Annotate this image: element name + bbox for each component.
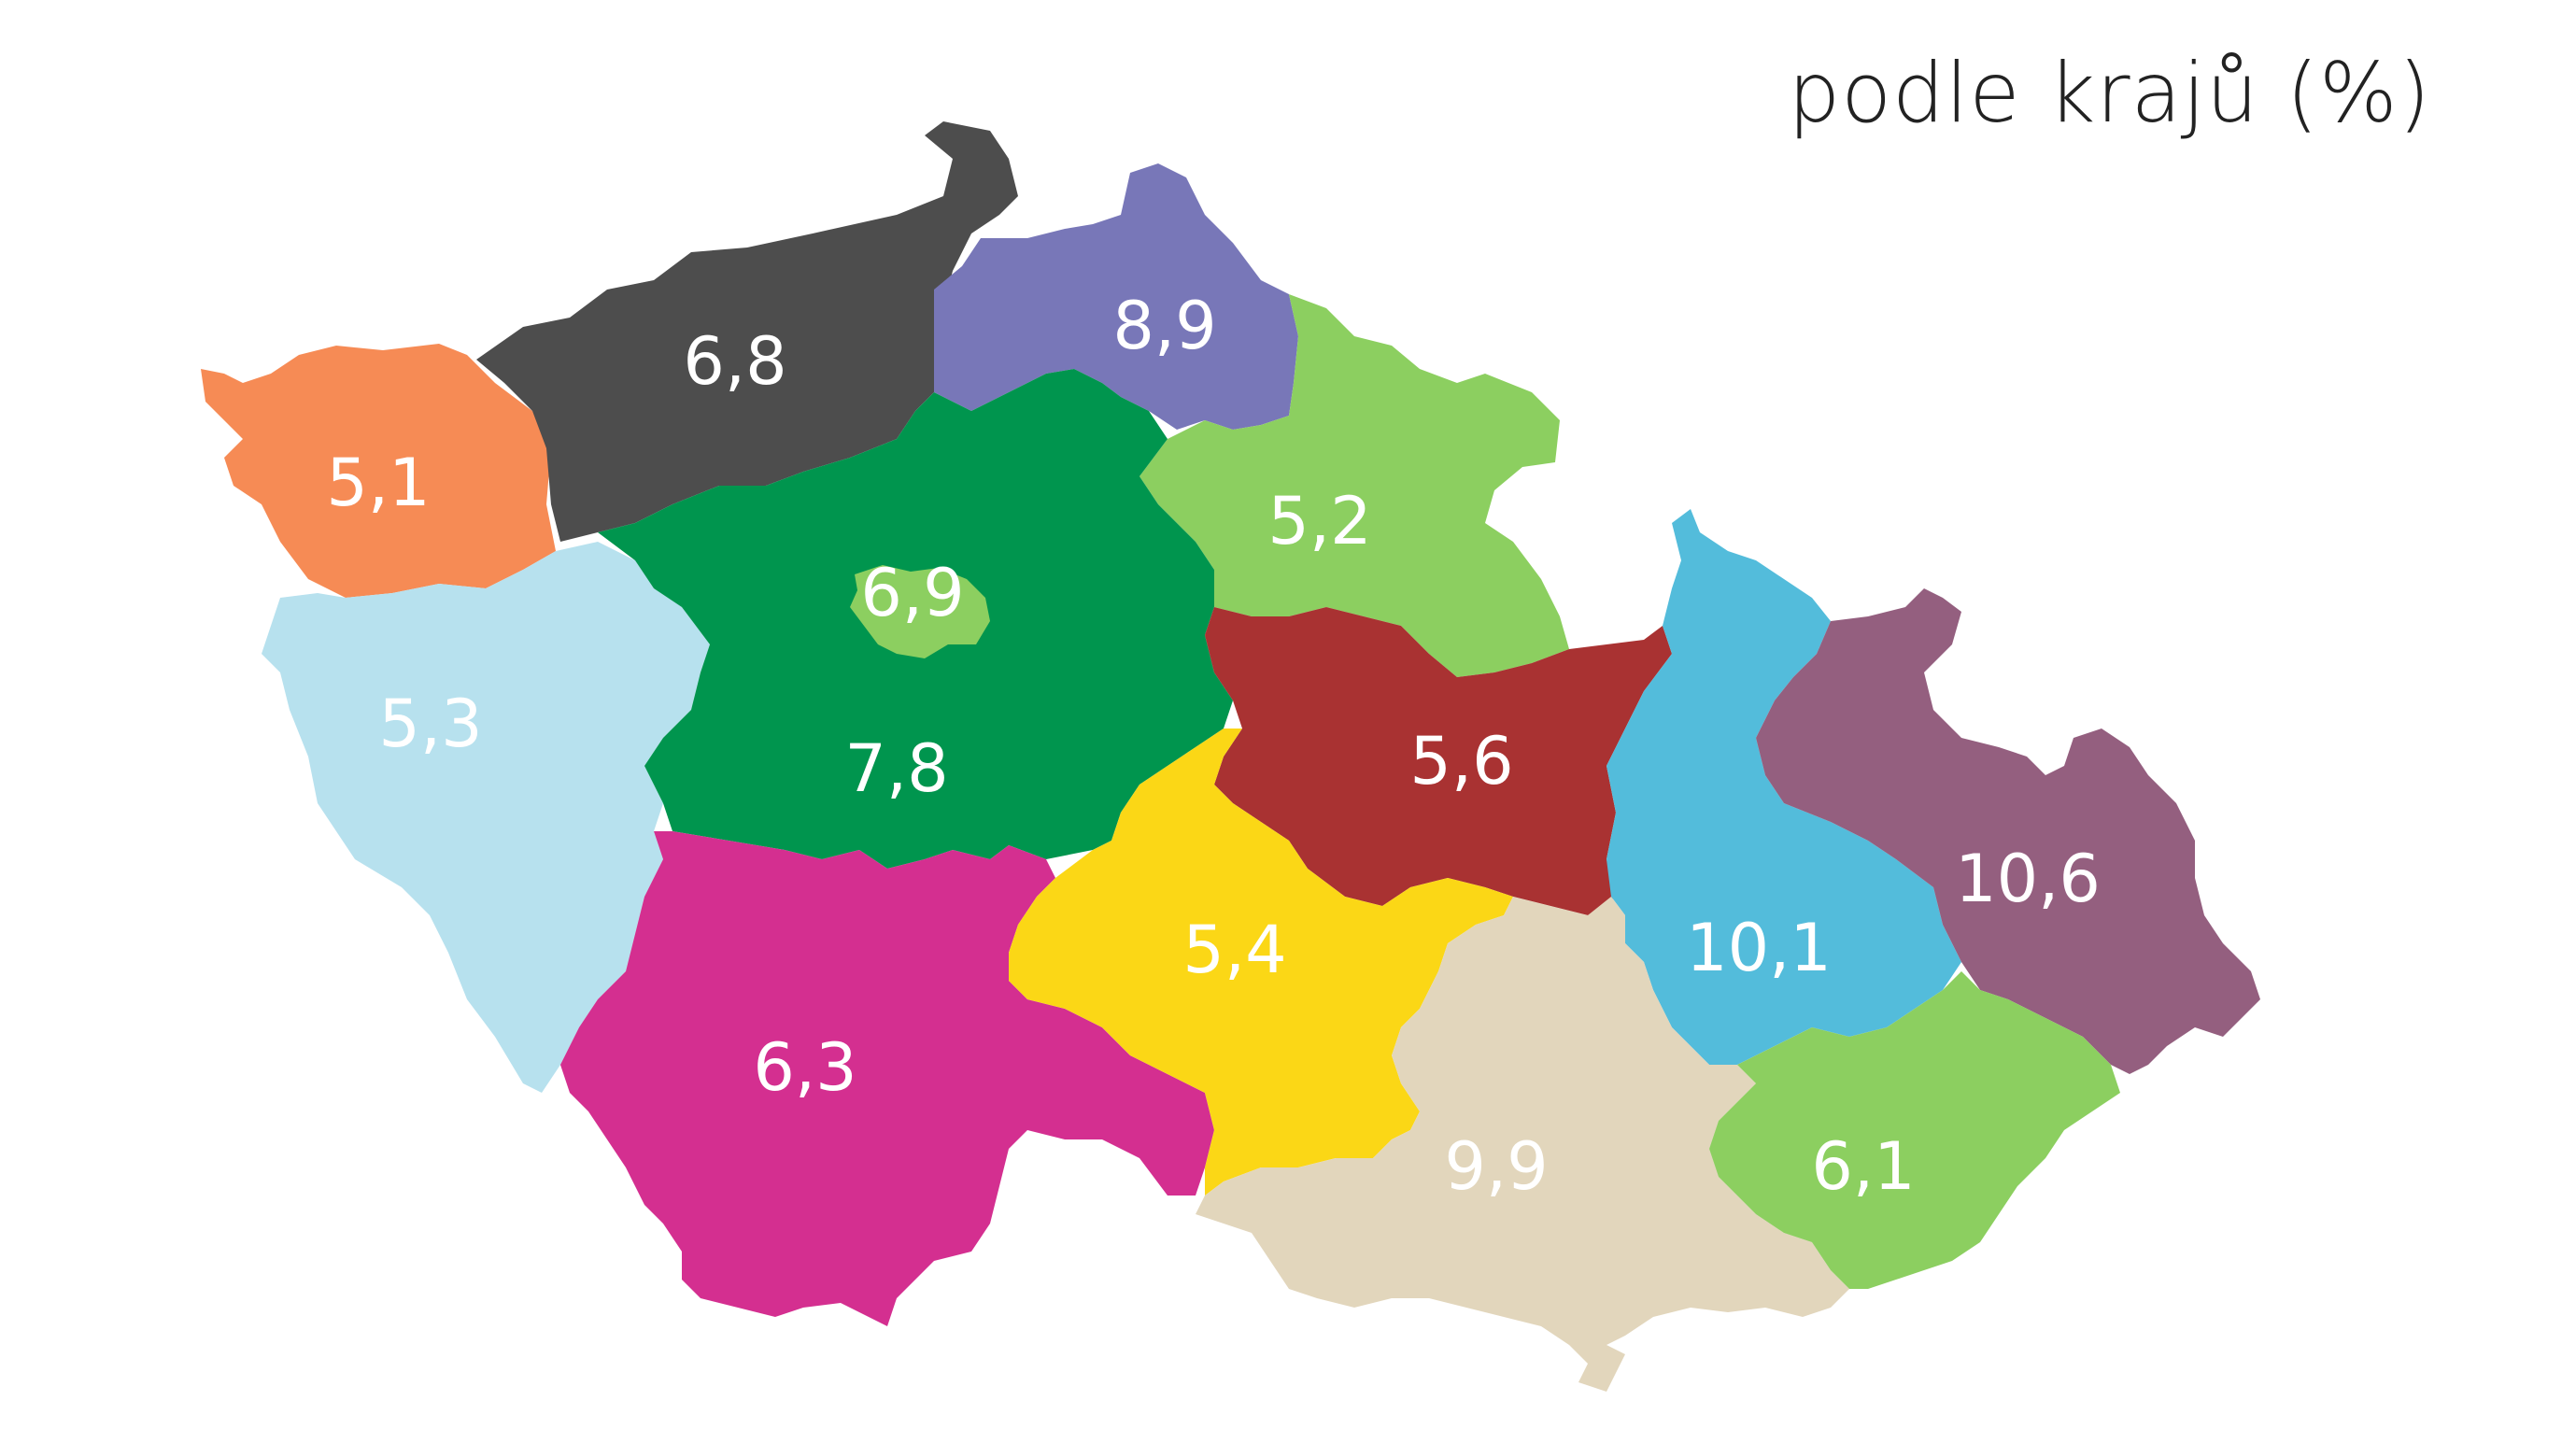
region-zlinsky [1709,971,2120,1289]
region-vysocina [1009,729,1513,1196]
region-olomoucky [1606,509,1961,1065]
region-label-vysocina: 5,4 [1182,912,1286,988]
region-label-liberecky: 8,9 [1112,288,1216,364]
region-jihocesky [560,831,1214,1326]
map-title: podle krajů (%) [1788,45,2431,141]
region-pardubicky [1205,607,1672,915]
region-label-pardubicky: 5,6 [1409,723,1513,799]
region-label-stredocesky: 7,8 [844,730,948,807]
region-label-karlovarsky: 5,1 [326,445,430,521]
region-label-plzensky: 5,3 [378,686,482,762]
region-label-jihocesky: 6,3 [753,1029,856,1106]
region-praha [850,565,990,658]
region-kralovehradecky [1139,294,1569,677]
region-label-praha: 6,9 [860,555,964,631]
region-karlovarsky [201,344,556,598]
region-moravskoslezsky [1756,588,2260,1074]
region-ustecky [476,121,1018,542]
region-label-olomoucky: 10,1 [1686,910,1832,986]
region-plzensky [262,542,710,1093]
region-label-moravskoslezsky: 10,6 [1955,841,2101,917]
region-liberecky [934,163,1298,430]
region-label-kralovehradecky: 5,2 [1267,483,1371,559]
region-jihomoravsky [1196,897,1849,1392]
region-label-zlinsky: 6,1 [1811,1128,1915,1205]
region-label-ustecky: 6,8 [683,323,786,400]
region-label-jihomoravsky: 9,9 [1444,1128,1548,1205]
